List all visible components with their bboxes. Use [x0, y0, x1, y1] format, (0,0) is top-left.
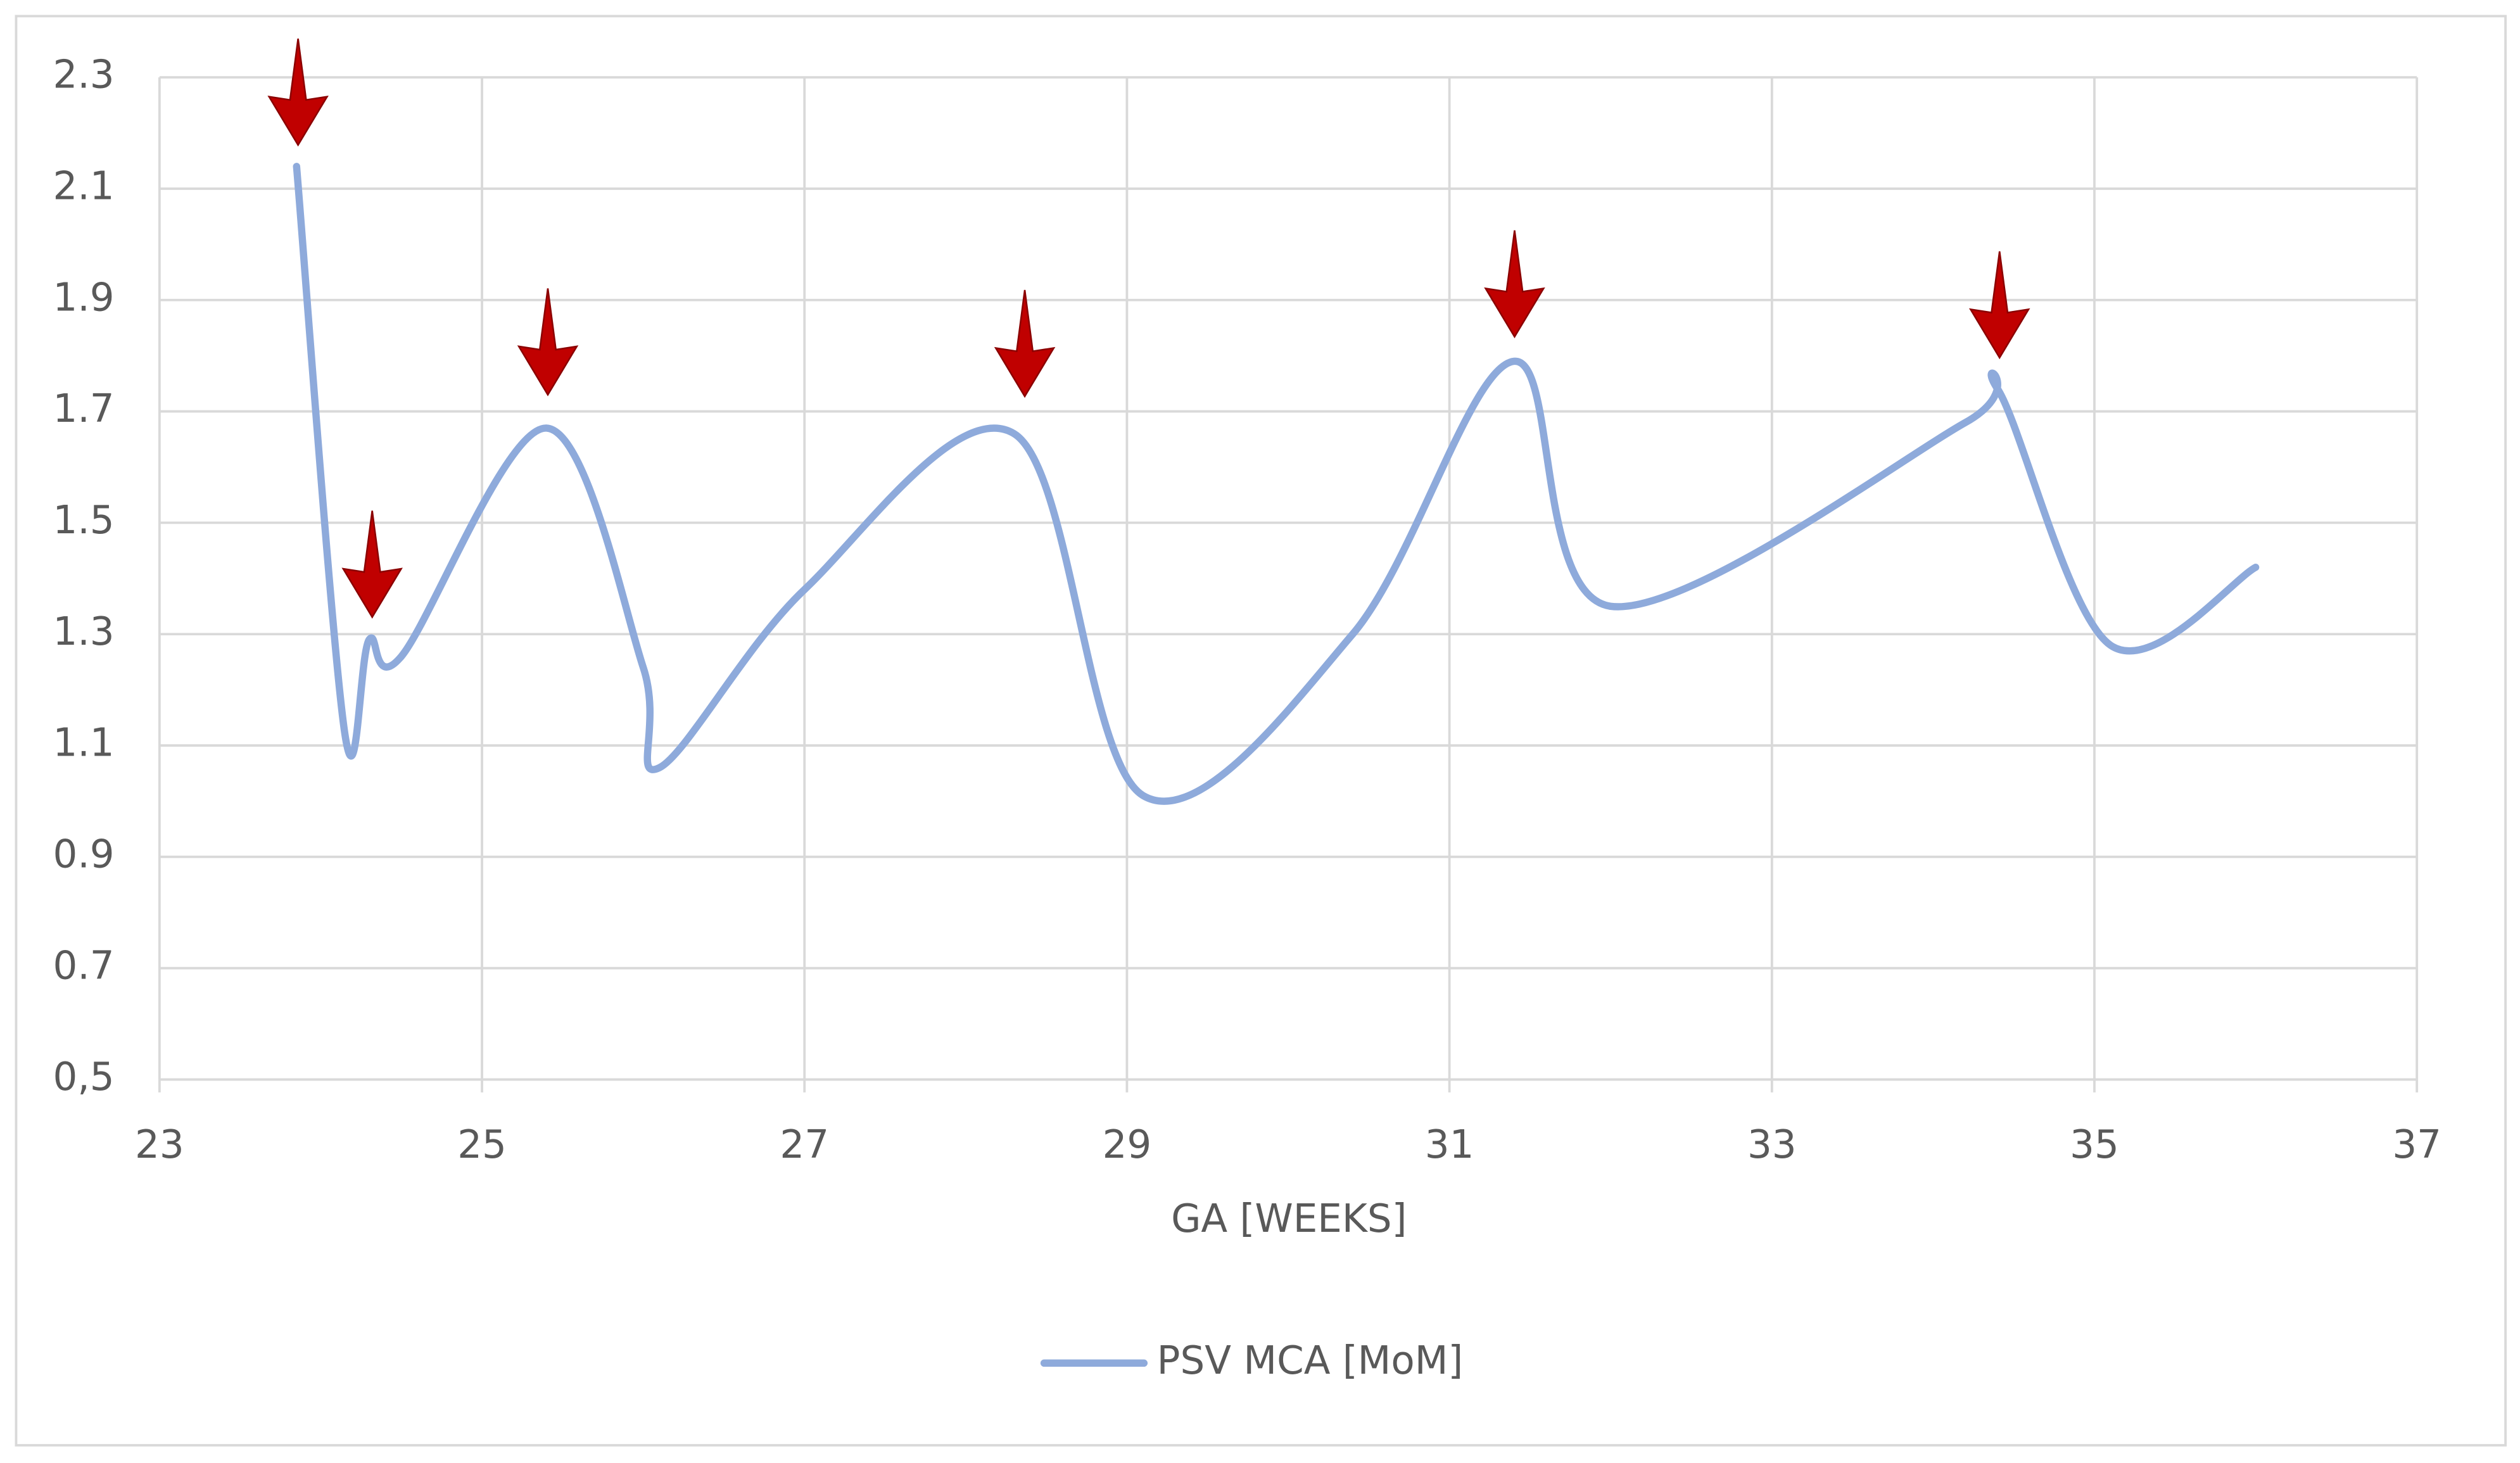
series-line [293, 163, 2260, 805]
legend: PSV MCA [MoM] [1040, 1338, 1464, 1383]
x-axis-label: GA [WEEKS] [1171, 1196, 1407, 1241]
y-tick-label: 1.7 [53, 386, 115, 431]
y-tick-label: 0.7 [53, 943, 115, 988]
x-tick-label: 23 [135, 1122, 184, 1167]
x-tick-label: 33 [1747, 1122, 1797, 1167]
y-tick-label: 0.9 [53, 832, 115, 877]
y-tick-label: 1.1 [53, 721, 115, 766]
legend-label: PSV MCA [MoM] [1157, 1338, 1464, 1383]
x-tick-label: 27 [780, 1122, 829, 1167]
x-tick-label: 29 [1103, 1122, 1152, 1167]
x-tick-label: 31 [1425, 1122, 1474, 1167]
y-tick-label: 1.3 [53, 609, 115, 654]
plot [293, 163, 2260, 805]
x-tick-label: 37 [2392, 1122, 2441, 1167]
x-tick-label: 35 [2070, 1122, 2119, 1167]
y-tick-label: 1.5 [53, 498, 115, 543]
x-tick-label: 25 [457, 1122, 507, 1167]
grid: 0,5 0.7 0.9 1.1 1.3 1.5 1.7 1.9 2.1 2.3 23 25 27 29 31… [53, 53, 2441, 1167]
y-tick-label: 0,5 [53, 1054, 115, 1099]
y-tick-label: 2.3 [53, 53, 115, 98]
y-tick-label: 1.9 [53, 275, 115, 320]
y-tick-label: 2.1 [53, 164, 115, 209]
chart-border [15, 15, 2507, 1447]
